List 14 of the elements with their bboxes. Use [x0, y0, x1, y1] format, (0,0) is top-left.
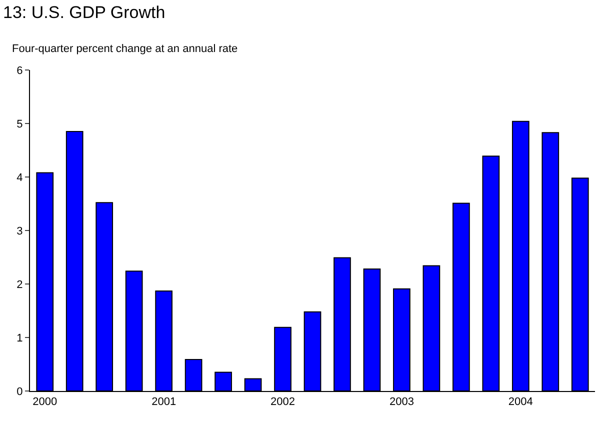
x-tick-label: 2003: [389, 396, 414, 408]
chart-subtitle: Four-quarter percent change at an annual rate: [12, 43, 238, 55]
x-tick-label: 2002: [270, 396, 295, 408]
y-tick-label: 2: [16, 278, 23, 291]
y-tick-label: 1: [16, 332, 23, 344]
chart-title: 13: U.S. GDP Growth: [3, 3, 166, 22]
y-tick-label: 4: [16, 172, 23, 184]
y-tick-label: 5: [16, 118, 23, 130]
y-tick-label: 3: [16, 225, 23, 238]
y-tick-label: 6: [16, 64, 23, 77]
x-tick-label: 2000: [32, 396, 58, 408]
y-tick-label: 0: [16, 386, 23, 398]
x-tick-label: 2004: [508, 396, 533, 408]
x-tick-label: 2001: [152, 396, 176, 408]
